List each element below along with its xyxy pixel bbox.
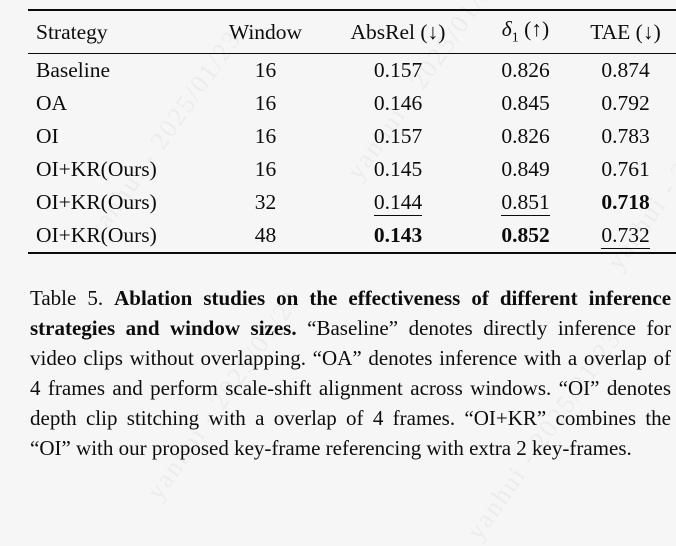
cell-absrel-second-best: 0.144: [373, 190, 423, 216]
cell-absrel: 0.157: [373, 58, 423, 82]
cell-tae: 0.792: [601, 91, 650, 115]
col-header-delta1: δ1 (↑): [473, 17, 578, 46]
table-caption: Table 5. Ablation studies on the effecti…: [30, 283, 671, 463]
cell-tae-second-best: 0.732: [601, 223, 650, 249]
table-mid-rule: [28, 53, 676, 54]
table-row: OI+KR(Ours) 16 0.145 0.849 0.761: [28, 153, 676, 186]
col-header-tae: TAE (↓): [590, 19, 661, 44]
delta-arrow: (↑): [518, 17, 550, 42]
caption-body-text: “Baseline” denotes directly inference fo…: [30, 316, 671, 460]
cell-window: 16: [254, 58, 277, 82]
col-header-window: Window: [228, 19, 303, 44]
table-row: Baseline 16 0.157 0.826 0.874: [28, 54, 676, 87]
cell-window: 16: [254, 124, 277, 148]
cell-window: 32: [254, 190, 277, 214]
caption-bold-title: Ablation studies on the effectiveness of…: [30, 286, 672, 340]
cell-delta1-second-best: 0.851: [501, 190, 550, 216]
cell-strategy: OI: [36, 124, 59, 148]
table-header-row: Strategy Window AbsRel (↓) δ1 (↑) TAE (↓…: [28, 11, 676, 53]
cell-tae: 0.874: [601, 58, 650, 82]
table-row: OI+KR(Ours) 48 0.143 0.852 0.732: [28, 219, 676, 252]
table-bottom-rule: [28, 252, 676, 254]
cell-tae: 0.761: [601, 157, 650, 181]
results-table: Strategy Window AbsRel (↓) δ1 (↑) TAE (↓…: [28, 9, 676, 254]
cell-window: 48: [254, 223, 277, 247]
cell-delta1: 0.826: [501, 124, 550, 148]
cell-absrel: 0.145: [373, 157, 423, 181]
cell-strategy: OI+KR(Ours): [36, 190, 157, 214]
delta-subscript: 1: [511, 30, 519, 46]
table-row: OI+KR(Ours) 32 0.144 0.851 0.718: [28, 186, 676, 219]
table-row: OA 16 0.146 0.845 0.792: [28, 87, 676, 120]
table-top-rule: [28, 9, 676, 11]
delta-symbol: δ: [501, 17, 512, 42]
cell-delta1: 0.849: [501, 157, 550, 181]
cell-delta1-best: 0.852: [501, 223, 550, 247]
cell-window: 16: [254, 157, 277, 181]
caption-label: Table 5.: [30, 286, 104, 310]
cell-window: 16: [254, 91, 277, 115]
cell-delta1: 0.826: [501, 58, 550, 82]
cell-absrel: 0.157: [373, 124, 423, 148]
cell-absrel: 0.146: [373, 91, 423, 115]
cell-strategy: OI+KR(Ours): [36, 223, 157, 247]
col-header-absrel: AbsRel (↓): [350, 19, 446, 44]
cell-strategy: Baseline: [36, 58, 111, 82]
col-header-strategy: Strategy: [36, 19, 108, 44]
cell-strategy: OI+KR(Ours): [36, 157, 157, 181]
cell-strategy: OA: [36, 91, 68, 115]
paper-page: yanhui - 2025/01/23 yanhui - 2025/01/23 …: [28, 9, 676, 463]
cell-delta1: 0.845: [501, 91, 550, 115]
cell-tae: 0.783: [601, 124, 650, 148]
cell-absrel-best: 0.143: [373, 223, 423, 247]
table-row: OI 16 0.157 0.826 0.783: [28, 120, 676, 153]
cell-tae-best: 0.718: [601, 190, 650, 214]
